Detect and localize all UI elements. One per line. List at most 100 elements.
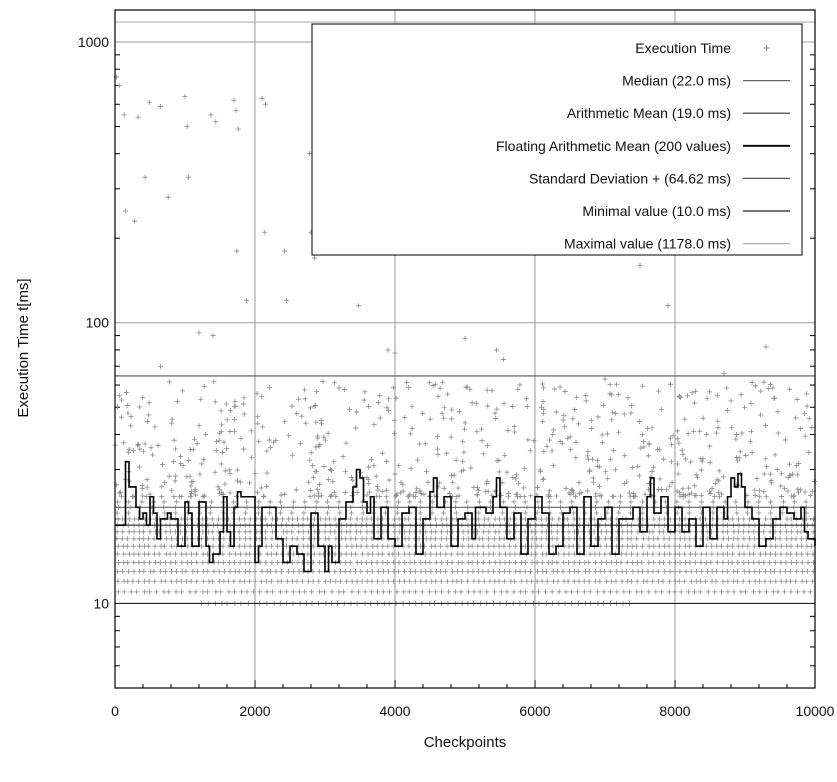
execution-time-point xyxy=(278,578,284,584)
execution-time-point xyxy=(294,516,300,522)
execution-time-point xyxy=(523,589,529,595)
execution-time-point xyxy=(691,428,697,434)
execution-time-point xyxy=(460,439,466,445)
execution-time-point xyxy=(489,492,495,498)
execution-time-point xyxy=(305,551,311,557)
execution-time-point xyxy=(394,589,400,595)
execution-time-point xyxy=(661,536,667,542)
execution-time-point xyxy=(777,568,783,574)
execution-time-point xyxy=(594,510,600,516)
execution-time-point xyxy=(119,536,125,542)
execution-time-point xyxy=(646,543,652,549)
execution-time-point xyxy=(793,463,799,469)
execution-time-point xyxy=(227,470,233,476)
execution-time-point xyxy=(241,411,247,417)
execution-time-point xyxy=(639,568,645,574)
execution-time-point xyxy=(586,578,592,584)
execution-time-point xyxy=(703,559,709,565)
execution-time-point xyxy=(613,410,619,416)
execution-time-point xyxy=(188,483,194,489)
execution-time-point xyxy=(295,559,301,565)
execution-time-point xyxy=(264,589,270,595)
execution-time-point xyxy=(571,516,577,522)
execution-time-point xyxy=(445,578,451,584)
execution-time-point xyxy=(296,396,302,402)
execution-time-point xyxy=(802,433,808,439)
execution-time-point xyxy=(152,559,158,565)
execution-time-point xyxy=(412,578,418,584)
execution-time-point xyxy=(242,529,248,535)
execution-time-point xyxy=(386,477,392,483)
execution-time-point xyxy=(135,114,141,120)
execution-time-point xyxy=(146,543,152,549)
execution-time-point xyxy=(263,101,268,107)
execution-time-point xyxy=(254,489,260,495)
execution-time-point xyxy=(374,543,380,549)
execution-time-point xyxy=(808,492,814,498)
execution-time-point xyxy=(151,551,157,557)
execution-time-point xyxy=(762,422,768,428)
execution-time-point xyxy=(289,452,295,458)
execution-time-point xyxy=(731,589,737,595)
execution-time-point xyxy=(217,430,223,436)
execution-time-point xyxy=(365,403,371,409)
execution-time-point xyxy=(264,483,270,489)
execution-time-point xyxy=(416,441,422,447)
execution-time-point xyxy=(676,551,682,557)
execution-time-point xyxy=(247,543,253,549)
execution-time-point xyxy=(590,475,596,481)
execution-time-point xyxy=(550,463,556,469)
execution-time-point xyxy=(476,510,482,516)
execution-time-point xyxy=(226,559,232,565)
execution-time-point xyxy=(349,493,355,499)
execution-time-point xyxy=(375,568,381,574)
execution-time-point xyxy=(774,467,780,473)
execution-time-point xyxy=(414,485,420,491)
execution-time-point xyxy=(513,559,519,565)
execution-time-point xyxy=(529,536,535,542)
execution-time-point xyxy=(763,551,769,557)
execution-time-point xyxy=(231,499,237,505)
execution-time-point xyxy=(554,529,560,535)
execution-time-point xyxy=(501,578,507,584)
execution-time-point xyxy=(496,578,502,584)
execution-time-point xyxy=(783,578,789,584)
execution-time-point xyxy=(492,410,498,416)
execution-time-point xyxy=(153,589,159,595)
execution-time-point xyxy=(325,510,331,516)
execution-time-point xyxy=(543,589,549,595)
execution-time-point xyxy=(788,543,794,549)
execution-time-point xyxy=(349,543,355,549)
execution-time-point xyxy=(672,536,678,542)
execution-time-point xyxy=(211,568,217,574)
execution-time-point xyxy=(123,390,129,396)
execution-time-point xyxy=(507,568,513,574)
execution-time-point xyxy=(591,529,597,535)
execution-time-point xyxy=(484,589,490,595)
execution-time-point xyxy=(556,516,562,522)
execution-time-point xyxy=(486,529,492,535)
execution-time-point xyxy=(360,551,366,557)
y-tick-label: 10 xyxy=(93,595,109,611)
execution-time-point xyxy=(614,381,620,387)
execution-time-point xyxy=(656,551,662,557)
execution-time-point xyxy=(655,486,661,492)
execution-time-point xyxy=(733,499,739,505)
execution-time-point xyxy=(600,440,606,446)
execution-time-point xyxy=(130,543,136,549)
execution-time-point xyxy=(190,447,196,453)
execution-time-point xyxy=(147,529,153,535)
execution-time-point xyxy=(469,400,475,406)
execution-time-point xyxy=(469,543,475,549)
execution-time-point xyxy=(566,559,572,565)
execution-time-point xyxy=(302,387,308,393)
execution-time-point xyxy=(474,492,480,498)
execution-time-point xyxy=(570,416,576,422)
execution-time-point xyxy=(261,493,267,499)
execution-time-point xyxy=(655,568,661,574)
execution-time-point xyxy=(161,589,167,595)
execution-time-point xyxy=(504,469,510,475)
execution-time-point xyxy=(804,391,810,397)
execution-time-point xyxy=(724,568,730,574)
execution-time-point xyxy=(449,568,455,574)
